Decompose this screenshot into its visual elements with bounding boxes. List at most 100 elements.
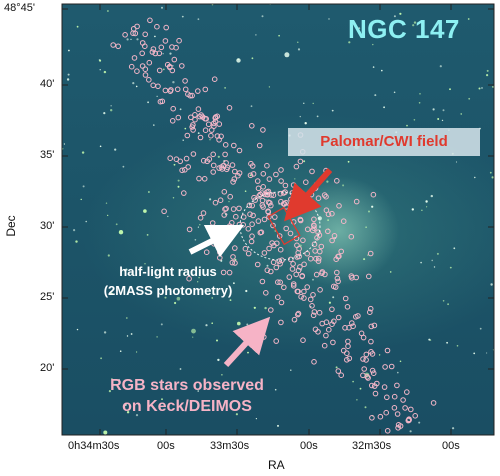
rgb-star-marker bbox=[291, 316, 298, 323]
field-star bbox=[332, 296, 335, 299]
field-star bbox=[425, 200, 428, 203]
rgb-star-marker bbox=[311, 222, 317, 228]
rgb-star-marker bbox=[287, 230, 294, 237]
rgb-star-marker bbox=[245, 250, 252, 257]
rgb-star-marker bbox=[232, 168, 238, 175]
field-star bbox=[211, 297, 213, 299]
field-star bbox=[115, 223, 118, 226]
rgb-star-marker bbox=[247, 172, 254, 179]
field-star bbox=[268, 86, 271, 88]
field-star bbox=[430, 194, 433, 198]
field-star bbox=[184, 127, 187, 130]
rgb-star-marker bbox=[249, 221, 255, 227]
rgb-star-marker bbox=[278, 167, 284, 173]
rgb-star-marker bbox=[309, 303, 315, 309]
field-star bbox=[233, 282, 235, 285]
half-light-arrow bbox=[188, 224, 245, 258]
rgb-star-marker bbox=[360, 356, 366, 362]
field-star bbox=[473, 352, 476, 355]
field-star bbox=[103, 430, 108, 435]
rgb-star-marker bbox=[272, 214, 278, 220]
rgb-star-marker bbox=[314, 235, 320, 241]
rgb-star-marker bbox=[236, 147, 243, 154]
rgb-star-marker bbox=[297, 158, 304, 165]
rgb-star-marker bbox=[370, 370, 377, 377]
rgb-star-marker bbox=[256, 193, 262, 199]
rgb-star-marker bbox=[301, 261, 307, 268]
rgb-star-marker bbox=[115, 43, 122, 50]
rgb-star-marker bbox=[277, 279, 283, 286]
field-star bbox=[82, 185, 85, 188]
rgb-star-marker bbox=[332, 284, 339, 290]
rgb-star-marker bbox=[218, 164, 225, 170]
field-star bbox=[449, 88, 451, 91]
rgb-star-marker bbox=[350, 323, 356, 330]
rgb-star-marker bbox=[304, 226, 311, 233]
rgb-star-marker bbox=[286, 274, 293, 280]
field-star bbox=[197, 390, 199, 392]
field-star bbox=[274, 388, 277, 391]
rgb-stars-label: RGB stars observed on Keck/DEIMOS bbox=[92, 375, 282, 417]
rgb-star-marker bbox=[197, 134, 204, 141]
rgb-star-marker bbox=[363, 351, 370, 358]
field-star bbox=[235, 413, 238, 416]
rgb-star-marker bbox=[152, 50, 159, 57]
field-star bbox=[453, 247, 456, 250]
rgb-star-marker bbox=[368, 323, 375, 330]
rgb-star-marker bbox=[226, 105, 233, 111]
rgb-star-marker bbox=[158, 44, 165, 51]
rgb-star-marker bbox=[353, 198, 360, 205]
rgb-star-marker bbox=[139, 63, 146, 69]
rgb-star-marker bbox=[196, 175, 202, 182]
rgb-star-marker bbox=[345, 343, 351, 350]
field-star bbox=[108, 390, 111, 393]
rgb-star-marker bbox=[221, 212, 227, 218]
rgb-star-marker bbox=[139, 50, 145, 57]
field-star bbox=[297, 41, 299, 43]
rgb-star-marker bbox=[355, 313, 361, 319]
field-star bbox=[192, 336, 194, 338]
rgb-star-marker bbox=[299, 273, 305, 280]
field-star bbox=[491, 176, 494, 179]
rgb-star-marker bbox=[371, 322, 378, 329]
field-star bbox=[255, 34, 257, 36]
field-star bbox=[76, 328, 79, 331]
rgb-star-marker bbox=[154, 23, 160, 30]
rgb-star-marker bbox=[295, 288, 301, 295]
rgb-star-marker bbox=[170, 105, 176, 112]
field-star bbox=[209, 198, 212, 201]
field-star bbox=[156, 95, 158, 97]
field-star bbox=[364, 406, 367, 409]
rgb-star-marker bbox=[142, 31, 148, 38]
field-star bbox=[160, 381, 162, 384]
rgb-star-marker bbox=[278, 178, 284, 184]
field-star bbox=[393, 91, 396, 94]
rgb-star-marker bbox=[220, 269, 227, 276]
rgb-star-marker bbox=[270, 192, 277, 198]
field-star bbox=[63, 143, 65, 145]
rgb-star-marker bbox=[326, 326, 332, 333]
rgb-star-marker bbox=[262, 191, 268, 198]
rgb-star-marker bbox=[316, 309, 323, 316]
field-star bbox=[179, 108, 182, 111]
field-star bbox=[80, 198, 82, 201]
rgb-star-marker bbox=[318, 243, 325, 250]
field-star bbox=[247, 409, 249, 411]
field-star bbox=[303, 160, 306, 163]
rgb-star-marker bbox=[164, 61, 171, 68]
rgb-star-marker bbox=[212, 199, 219, 206]
rgb-star-marker bbox=[261, 250, 268, 256]
field-star bbox=[76, 25, 79, 28]
rgb-star-marker bbox=[321, 342, 328, 349]
x-tick-label: 0h34m30s bbox=[68, 440, 120, 452]
rgb-star-marker bbox=[259, 197, 266, 204]
field-star bbox=[110, 105, 112, 107]
field-star bbox=[85, 220, 87, 223]
field-star bbox=[489, 171, 492, 174]
rgb-star-marker bbox=[316, 248, 323, 255]
rgb-star-marker bbox=[249, 233, 255, 239]
rgb-star-marker bbox=[317, 287, 323, 293]
field-star bbox=[352, 380, 354, 383]
field-star bbox=[199, 224, 201, 226]
rgb-star-marker bbox=[273, 264, 280, 271]
